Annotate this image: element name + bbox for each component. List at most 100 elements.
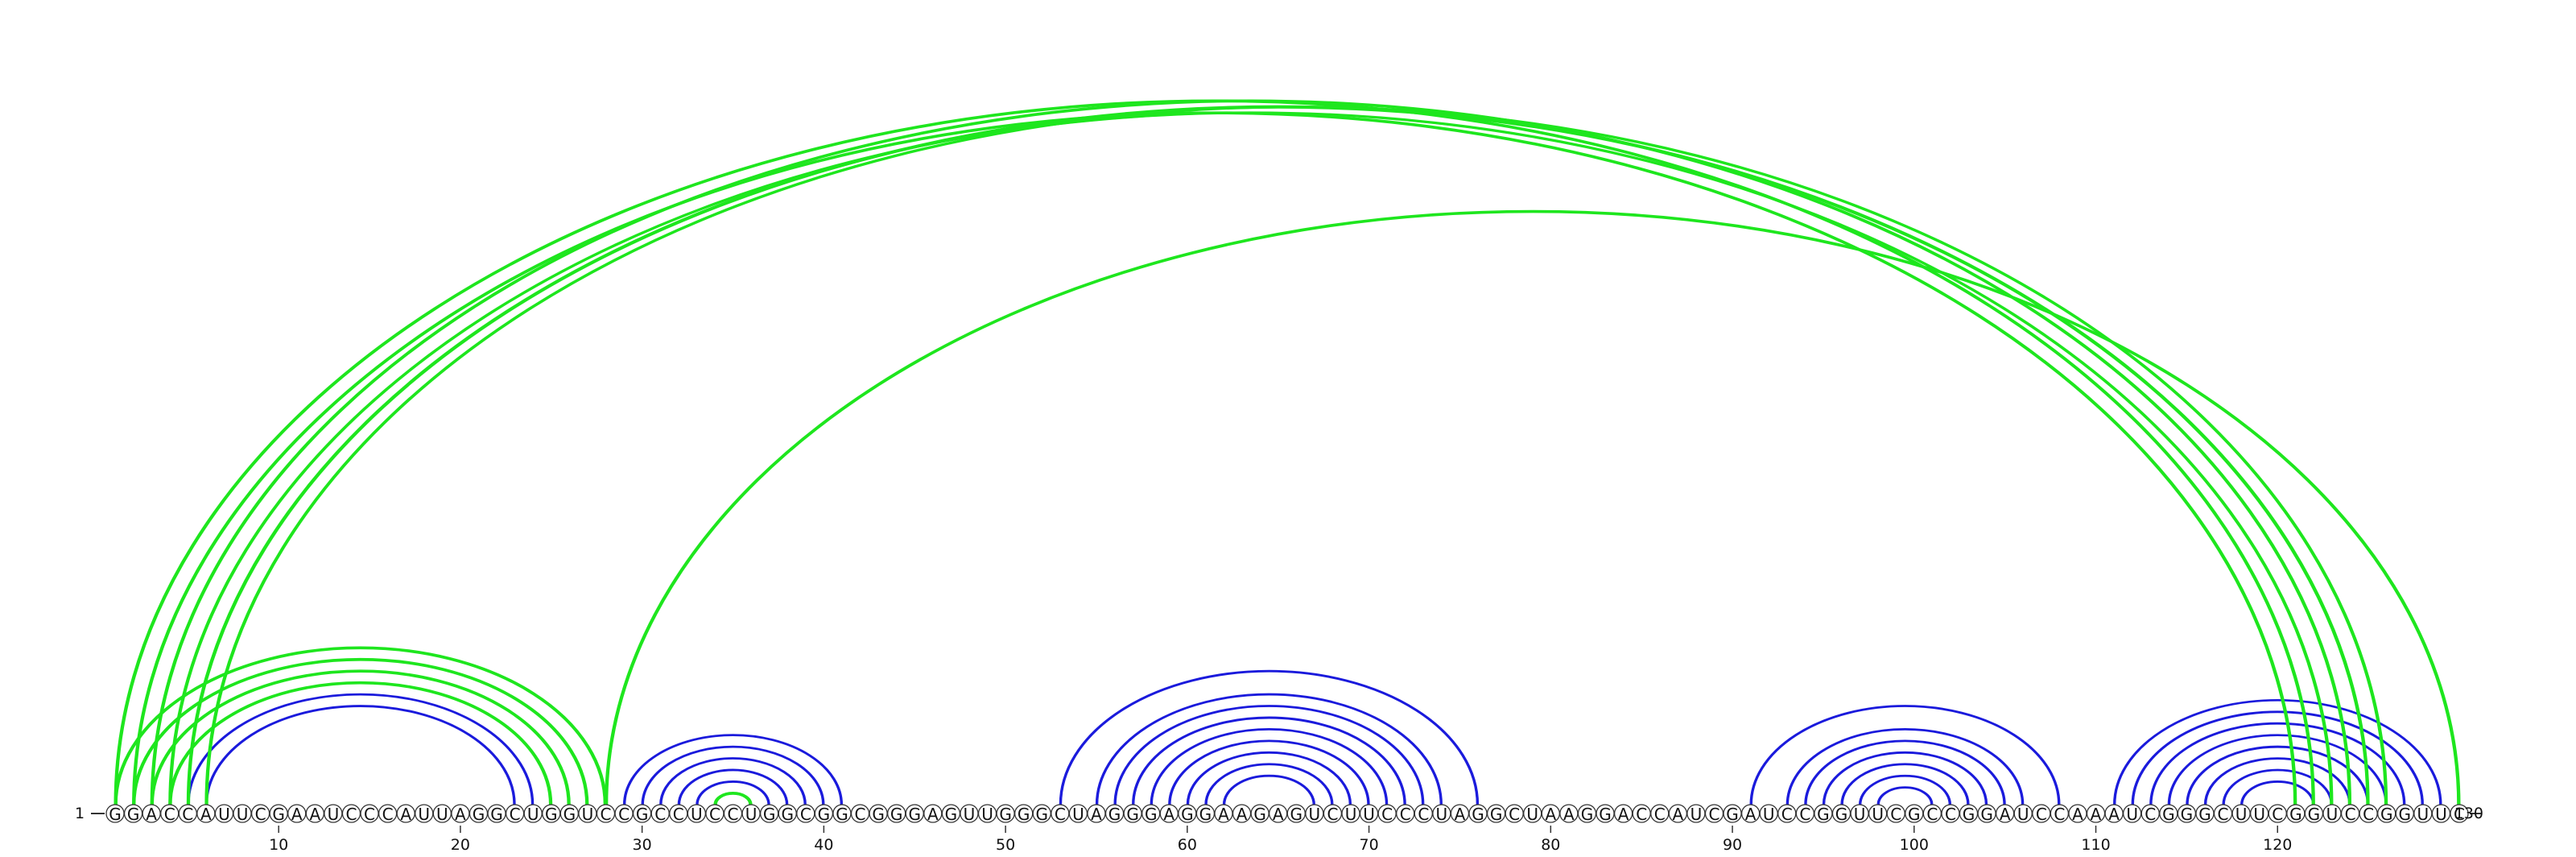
- nucleotide-letter: U: [2253, 805, 2265, 824]
- blue-pair-arc: [641, 745, 825, 805]
- nucleotide-letter: A: [200, 805, 212, 824]
- nucleotide-letter: U: [981, 805, 993, 824]
- blue-pair-arc: [1822, 751, 1988, 805]
- nucleotide-letter: G: [1980, 805, 1993, 824]
- nucleotide-letter: C: [2272, 805, 2283, 824]
- nucleotide-letter: G: [272, 805, 285, 824]
- nucleotide-letter: G: [2198, 805, 2211, 824]
- nucleotide-letter: C: [2036, 805, 2047, 824]
- blue-pair-arc: [2113, 698, 2442, 805]
- nucleotide-letter: C: [2054, 805, 2065, 824]
- nucleotide-letter: G: [1290, 805, 1303, 824]
- nucleotide-letter: G: [1817, 805, 1830, 824]
- nucleotide-letter: C: [1381, 805, 1393, 824]
- nucleotide-letter: C: [1945, 805, 1956, 824]
- nucleotide-letter: G: [818, 805, 831, 824]
- nucleotide-letter: G: [908, 805, 921, 824]
- blue-pair-arc: [1151, 730, 1387, 805]
- green-pair-arc: [153, 101, 2349, 805]
- blue-pair-arc: [1878, 787, 1932, 805]
- blue-pair-arc: [677, 768, 789, 805]
- nucleotide-letter: A: [927, 805, 939, 824]
- sequence-end-label: 130: [2454, 805, 2483, 822]
- nucleotide-letter: U: [582, 805, 594, 824]
- blue-pair-arc: [1150, 727, 1389, 805]
- nucleotide-letter: G: [109, 805, 122, 824]
- nucleotide-letter: A: [1236, 805, 1248, 824]
- nucleotide-letter: U: [745, 805, 758, 824]
- nucleotide-letter: U: [1854, 805, 1866, 824]
- nucleotide-letter: U: [691, 805, 703, 824]
- nucleotide-letter: C: [1890, 805, 1901, 824]
- nucleotide-letter: U: [1763, 805, 1775, 824]
- nucleotide-letter: G: [1199, 805, 1212, 824]
- nucleotide-letter: G: [763, 805, 776, 824]
- blue-pair-arc: [1804, 739, 2006, 805]
- nucleotide-letter: C: [164, 805, 175, 824]
- nucleotide-letter: G: [2162, 805, 2175, 824]
- nucleotide-letter: U: [2326, 805, 2339, 824]
- nucleotide-letter: G: [1145, 805, 1158, 824]
- nucleotide-letter: A: [309, 805, 320, 824]
- blue-pair-arc: [1095, 693, 1443, 805]
- nucleotide-letter: C: [255, 805, 266, 824]
- nucleotide-letter: A: [2072, 805, 2083, 824]
- nucleotide-letter: A: [1618, 805, 1629, 824]
- blue-pair-arc: [624, 735, 842, 805]
- nucleotide-letter: G: [1472, 805, 1484, 824]
- nucleotide-letter: C: [1418, 805, 1429, 824]
- nucleotide-letter: G: [781, 805, 794, 824]
- blue-pair-arc: [2132, 711, 2422, 805]
- blue-pair-arc: [679, 770, 787, 805]
- green-pair-arc: [170, 682, 551, 805]
- nucleotide-letter: U: [418, 805, 430, 824]
- green-pair-arc: [206, 106, 2386, 805]
- nucleotide-letter: A: [455, 805, 466, 824]
- position-tick-label: 40: [814, 836, 833, 854]
- nucleotide-letter: C: [182, 805, 193, 824]
- nucleotide-letter: C: [2218, 805, 2229, 824]
- blue-pair-arc: [1876, 786, 1934, 805]
- nucleotide-letter: C: [364, 805, 375, 824]
- nucleotide-letter: C: [728, 805, 739, 824]
- nucleotide-letter: C: [1799, 805, 1810, 824]
- blue-pair-arc: [697, 781, 769, 805]
- nucleotide-letter: G: [1581, 805, 1594, 824]
- nucleotide-letter: G: [1963, 805, 1975, 824]
- nucleotide-letter: U: [2235, 805, 2248, 824]
- blue-pair-arc: [2169, 735, 2386, 805]
- nucleotide-letter: G: [872, 805, 885, 824]
- nucleotide-letter: U: [1363, 805, 1375, 824]
- nucleotide-letter: C: [618, 805, 630, 824]
- nucleotide-letter: C: [1654, 805, 1666, 824]
- blue-pair-arc: [2222, 768, 2334, 805]
- green-pair-arc: [151, 101, 2350, 805]
- blue-pair-arc: [1168, 739, 1370, 805]
- nucleotide-letter: C: [2363, 805, 2374, 824]
- nucleotide-letter: A: [1545, 805, 1556, 824]
- nucleotide-letter: A: [1218, 805, 1229, 824]
- nucleotide-letter: C: [1400, 805, 1411, 824]
- nucleotide-letter: G: [2308, 805, 2321, 824]
- nucleotide-letter: U: [1309, 805, 1321, 824]
- nucleotide-letter: G: [490, 805, 503, 824]
- blue-pair-arc: [1115, 706, 1423, 805]
- nucleotide-letter: A: [1091, 805, 1102, 824]
- nucleotide-letter: U: [1436, 805, 1448, 824]
- nucleotide-letter: A: [1563, 805, 1575, 824]
- nucleotide-letter: G: [1726, 805, 1739, 824]
- blue-pair-arc: [1860, 776, 1951, 805]
- position-tick-label: 20: [451, 836, 470, 854]
- nucleotide-letter: U: [964, 805, 976, 824]
- nucleotide-letter: A: [1455, 805, 1466, 824]
- nucleotide-letter: A: [2091, 805, 2102, 824]
- blue-pair-arc: [696, 780, 770, 805]
- nucleotide-letter: C: [2345, 805, 2356, 824]
- nucleotide-letter: C: [800, 805, 811, 824]
- blue-pair-arc: [1113, 705, 1425, 805]
- blue-pair-arc: [2187, 747, 2368, 805]
- green-pair-arc: [115, 648, 605, 805]
- blue-pair-arc: [622, 734, 844, 805]
